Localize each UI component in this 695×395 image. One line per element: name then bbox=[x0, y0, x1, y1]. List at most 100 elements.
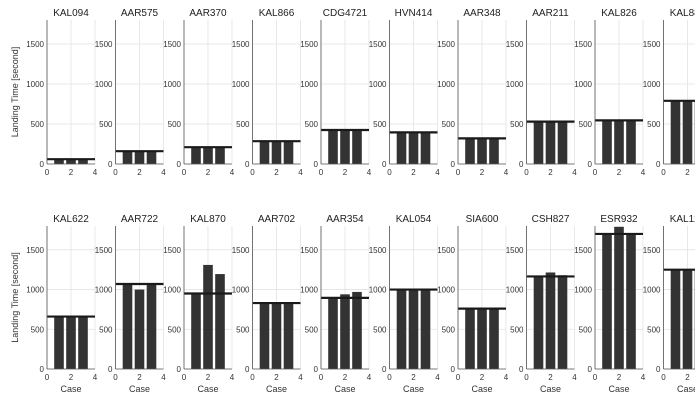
x-tick-label: 0 bbox=[45, 168, 50, 177]
y-tick-label: 1500 bbox=[26, 40, 44, 49]
y-tick-label: 1000 bbox=[643, 286, 661, 295]
y-tick-label: 1500 bbox=[506, 40, 524, 49]
y-tick-label: 500 bbox=[168, 325, 182, 334]
panel-kal826: 0 500 1000 1500 0 2 4 KAL826 bbox=[574, 8, 646, 177]
y-tick-label: 1000 bbox=[369, 286, 387, 295]
y-tick-label: 0 bbox=[314, 365, 319, 374]
y-tick-label: 1500 bbox=[369, 40, 387, 49]
x-tick-label: 2 bbox=[343, 168, 348, 177]
bar bbox=[626, 120, 636, 164]
y-tick-label: 1000 bbox=[300, 80, 318, 89]
x-tick-label: 2 bbox=[548, 373, 553, 382]
x-axis-title: Case bbox=[197, 384, 218, 394]
y-tick-label: 1000 bbox=[506, 80, 524, 89]
panel-title: KAL124 bbox=[670, 214, 695, 225]
y-tick-label: 1500 bbox=[163, 40, 181, 49]
x-tick-label: 4 bbox=[367, 373, 372, 382]
y-tick-label: 1000 bbox=[163, 286, 181, 295]
y-tick-label: 1500 bbox=[643, 246, 661, 255]
bar bbox=[146, 283, 157, 369]
y-tick-label: 1500 bbox=[232, 246, 250, 255]
bar bbox=[477, 308, 487, 369]
x-tick-label: 0 bbox=[456, 168, 461, 177]
x-tick-label: 2 bbox=[480, 168, 485, 177]
y-tick-label: 0 bbox=[382, 160, 387, 169]
panel-esr932: 0 500 1000 1500 0 2 4 ESR932 Case bbox=[574, 214, 646, 394]
panel-kal888: 0 500 1000 1500 0 2 4 KAL888 bbox=[643, 8, 695, 177]
y-tick-label: 1500 bbox=[95, 246, 113, 255]
y-tick-label: 500 bbox=[236, 120, 250, 129]
y-tick-label: 1000 bbox=[437, 80, 455, 89]
bar bbox=[203, 264, 213, 369]
panel-kal094: 0 500 1000 1500 0 2 4 KAL094 Landing Time [secon… bbox=[10, 8, 98, 177]
y-tick-label: 0 bbox=[519, 365, 524, 374]
y-tick-label: 500 bbox=[305, 120, 319, 129]
panel-title: KAL888 bbox=[670, 8, 695, 19]
panel-title: AAR348 bbox=[463, 8, 501, 19]
y-tick-label: 1000 bbox=[574, 80, 592, 89]
bar bbox=[54, 159, 64, 164]
y-tick-label: 1000 bbox=[95, 286, 113, 295]
panel-kal054: 0 500 1000 1500 0 2 4 KAL054 Case bbox=[369, 214, 441, 394]
x-tick-label: 0 bbox=[250, 168, 255, 177]
bar bbox=[340, 130, 350, 164]
y-tick-label: 500 bbox=[99, 120, 113, 129]
y-tick-label: 500 bbox=[579, 325, 593, 334]
x-tick-label: 2 bbox=[548, 168, 553, 177]
x-tick-label: 4 bbox=[93, 168, 98, 177]
panel-aar211: 0 500 1000 1500 0 2 4 AAR211 bbox=[506, 8, 578, 177]
x-tick-label: 2 bbox=[137, 168, 142, 177]
bar bbox=[340, 294, 350, 369]
x-tick-label: 2 bbox=[69, 168, 74, 177]
bar bbox=[602, 120, 612, 164]
panel-title: CSH827 bbox=[532, 214, 570, 225]
y-tick-label: 0 bbox=[656, 160, 661, 169]
panel-csh827: 0 500 1000 1500 0 2 4 CSH827 Case bbox=[506, 214, 578, 394]
y-tick-label: 0 bbox=[245, 160, 250, 169]
bar bbox=[533, 276, 544, 369]
y-tick-label: 500 bbox=[510, 120, 524, 129]
x-tick-label: 0 bbox=[524, 168, 529, 177]
y-tick-label: 1000 bbox=[26, 80, 44, 89]
panel-title: KAL094 bbox=[53, 8, 89, 19]
y-tick-label: 500 bbox=[647, 325, 661, 334]
panel-title: AAR575 bbox=[121, 8, 159, 19]
panel-aar722: 0 500 1000 1500 0 2 4 AAR722 Case bbox=[95, 214, 167, 394]
x-tick-label: 4 bbox=[367, 168, 372, 177]
y-tick-label: 500 bbox=[99, 325, 113, 334]
y-tick-label: 500 bbox=[31, 120, 45, 129]
x-tick-label: 0 bbox=[593, 168, 598, 177]
panel-aar370: 0 500 1000 1500 0 2 4 AAR370 bbox=[163, 8, 235, 177]
panel-cdg4721: 0 500 1000 1500 0 2 4 CDG4721 bbox=[300, 8, 372, 177]
panel-aar575: 0 500 1000 1500 0 2 4 AAR575 bbox=[95, 8, 167, 177]
y-tick-label: 0 bbox=[656, 365, 661, 374]
bar bbox=[352, 291, 362, 369]
bar bbox=[215, 147, 225, 164]
x-tick-label: 0 bbox=[113, 168, 118, 177]
panel-title: KAL054 bbox=[396, 214, 432, 225]
bar bbox=[66, 316, 76, 369]
x-tick-label: 4 bbox=[435, 373, 440, 382]
x-tick-label: 4 bbox=[161, 168, 166, 177]
bar bbox=[283, 303, 294, 369]
y-tick-label: 1500 bbox=[300, 40, 318, 49]
panel-title: KAL870 bbox=[190, 214, 226, 225]
bar bbox=[146, 151, 157, 164]
y-tick-label: 0 bbox=[588, 365, 593, 374]
x-tick-label: 2 bbox=[69, 373, 74, 382]
y-tick-label: 1500 bbox=[574, 40, 592, 49]
bar bbox=[682, 269, 693, 369]
x-tick-label: 4 bbox=[298, 373, 303, 382]
y-tick-label: 500 bbox=[442, 120, 456, 129]
x-tick-label: 2 bbox=[411, 168, 416, 177]
x-axis-title: Case bbox=[60, 384, 81, 394]
panel-title: ESR932 bbox=[600, 214, 638, 225]
y-tick-label: 1500 bbox=[26, 246, 44, 255]
x-tick-label: 0 bbox=[593, 373, 598, 382]
x-tick-label: 4 bbox=[504, 168, 509, 177]
panel-aar702: 0 500 1000 1500 0 2 4 AAR702 Case bbox=[232, 214, 304, 394]
x-axis-title: Case bbox=[540, 384, 561, 394]
x-tick-label: 0 bbox=[524, 373, 529, 382]
y-tick-label: 1500 bbox=[232, 40, 250, 49]
panel-kal870: 0 500 1000 1500 0 2 4 KAL870 Case bbox=[163, 214, 235, 394]
